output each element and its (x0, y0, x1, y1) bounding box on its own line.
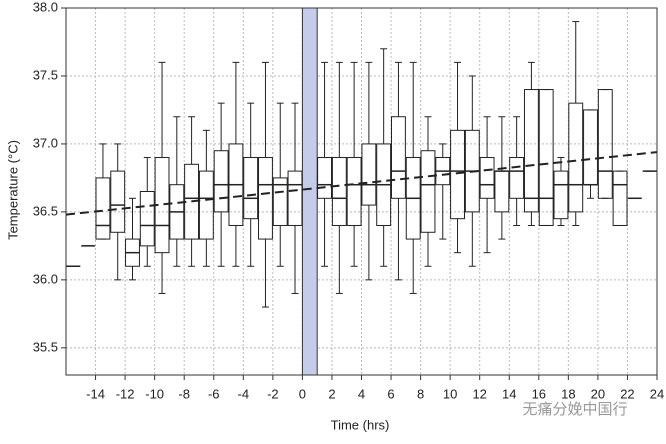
box (272, 177, 288, 226)
y-tick-label: 35.5 (33, 339, 58, 354)
y-tick-label: 37.5 (33, 67, 58, 82)
x-tick-label: 0 (299, 386, 306, 401)
box (538, 89, 554, 226)
x-tick-label: 14 (502, 386, 516, 401)
y-axis-title: Temperature (°C) (5, 140, 20, 240)
box (597, 89, 613, 199)
trend-line (65, 151, 658, 216)
x-tick-label: -14 (86, 386, 105, 401)
box (198, 170, 214, 240)
box (494, 170, 510, 213)
x-tick-label: 22 (620, 386, 634, 401)
x-tick-label: -12 (116, 386, 135, 401)
x-tick-label: 16 (532, 386, 546, 401)
x-tick-label: 18 (561, 386, 575, 401)
y-tick-label: 37.0 (33, 135, 58, 150)
box (420, 150, 436, 233)
box (317, 157, 333, 199)
box (612, 170, 628, 226)
box (258, 157, 273, 240)
x-tick-label: 10 (443, 386, 457, 401)
x-tick-label: -4 (238, 386, 250, 401)
box (331, 157, 347, 226)
highlight-band (301, 7, 318, 376)
box (523, 89, 539, 213)
x-tick-label: -8 (178, 386, 190, 401)
box (346, 157, 362, 226)
x-tick-label: 24 (650, 386, 664, 401)
watermark: 无痛分娩中国行 (522, 401, 627, 418)
x-tick-label: 6 (387, 386, 394, 401)
box (509, 157, 525, 199)
box (213, 150, 229, 213)
box (139, 191, 155, 247)
box (110, 170, 126, 233)
x-tick-label: 20 (591, 386, 605, 401)
y-tick-label: 36.5 (33, 203, 58, 218)
box (287, 170, 303, 226)
x-tick-label: 12 (472, 386, 486, 401)
x-tick-label: -10 (145, 386, 164, 401)
x-axis-title: Time (hrs) (331, 417, 390, 432)
x-tick-label: -6 (208, 386, 220, 401)
box (583, 109, 598, 186)
x-tick-label: 2 (328, 386, 335, 401)
box (243, 157, 259, 220)
box (390, 116, 406, 199)
x-tick-label: -2 (267, 386, 279, 401)
box (95, 177, 111, 240)
box (361, 143, 377, 206)
x-tick-label: 8 (417, 386, 424, 401)
plot-frame (65, 7, 658, 376)
y-tick-label: 36.0 (33, 271, 58, 286)
box (568, 102, 584, 213)
x-tick-label: 4 (358, 386, 365, 401)
box (479, 157, 495, 199)
y-tick-label: 38.0 (33, 0, 58, 14)
box (553, 170, 569, 220)
